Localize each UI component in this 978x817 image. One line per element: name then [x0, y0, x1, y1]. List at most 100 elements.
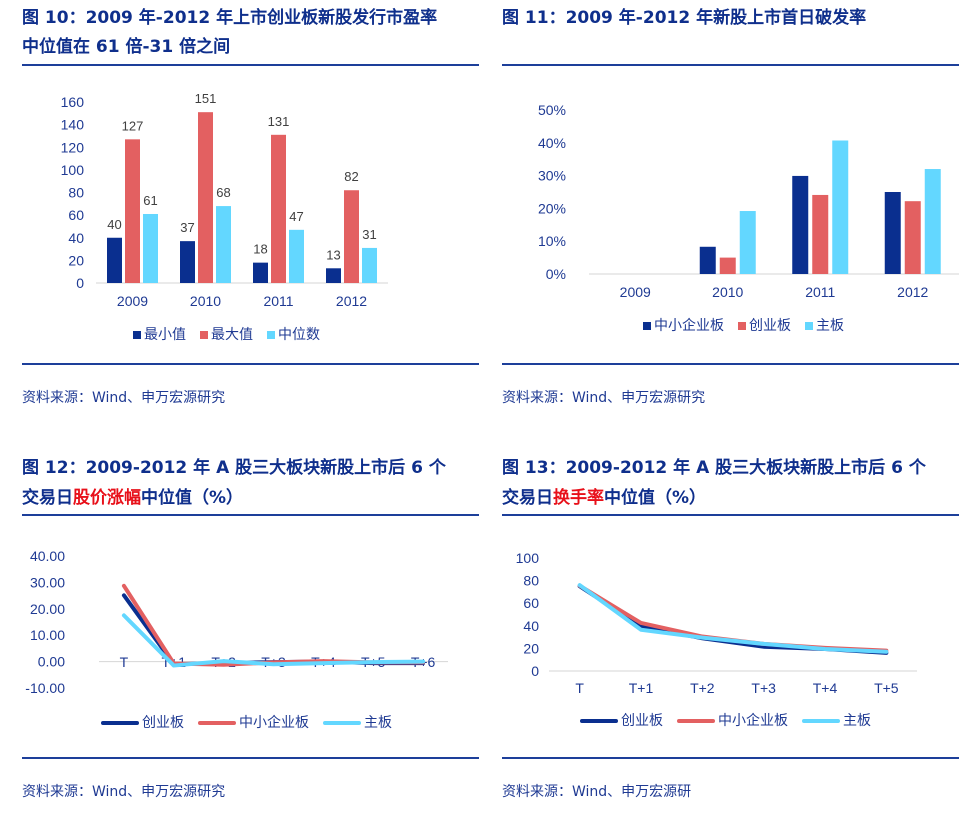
x-tick-label: 2012 — [336, 293, 367, 309]
y-tick-label: 60 — [68, 207, 84, 223]
figure-12-title-highlight: 股价涨幅 — [73, 488, 141, 508]
y-tick-label: 50% — [538, 102, 566, 118]
data-label: 151 — [195, 91, 217, 106]
legend-label: 主板 — [816, 318, 844, 334]
legend-item: 最大值 — [200, 326, 253, 344]
legend-label: 创业板 — [621, 713, 663, 729]
bar-1 — [180, 241, 195, 283]
figure-10-title-line1: 图 10：2009 年-2012 年上市创业板新股发行市盈率 — [22, 8, 438, 28]
x-tick-label: T — [575, 680, 584, 696]
bar-2 — [904, 201, 921, 274]
legend-swatch — [677, 719, 715, 723]
figure-12-source: 资料来源：Wind、申万宏源研究 — [22, 784, 226, 800]
y-tick-label: 80 — [68, 185, 84, 201]
bar-2 — [812, 194, 829, 274]
figure-11-source: 资料来源：Wind、申万宏源研究 — [502, 390, 706, 406]
legend-swatch — [101, 721, 139, 725]
bar-2 — [719, 257, 736, 274]
legend-item: 中小企业板 — [198, 714, 309, 732]
bar-3 — [832, 140, 849, 274]
figure-12-legend: 创业板 中小企业板 主板 — [101, 714, 406, 732]
figure-13-title-highlight: 换手率 — [553, 488, 604, 508]
y-tick-label: 20.00 — [30, 601, 65, 617]
x-tick-label: T+1 — [629, 680, 654, 696]
legend-swatch — [133, 331, 141, 339]
y-tick-label: 20% — [538, 200, 566, 216]
y-tick-label: 30% — [538, 168, 566, 184]
figure-12-title-rule — [22, 514, 479, 516]
y-tick-label: 140 — [61, 117, 85, 133]
series-line-3 — [577, 583, 889, 654]
y-tick-label: 40% — [538, 135, 566, 151]
x-tick-label: 2010 — [712, 284, 743, 300]
y-tick-label: 160 — [61, 94, 85, 110]
figure-11-chart: 0% 10% 20% 30% 40% 50% 2009 2010 2011 2012 — [538, 102, 959, 300]
figure-12-title-pre: 交易日 — [22, 488, 73, 508]
bar-2 — [198, 112, 213, 284]
x-tick-label: 2009 — [620, 284, 651, 300]
figure-10-legend: 最小值 最大值 中位数 — [133, 326, 334, 344]
legend-item: 主板 — [805, 317, 844, 335]
y-tick-label: 100 — [61, 162, 85, 178]
figure-11-title-rule — [502, 64, 959, 66]
figure-13-bottom-rule — [502, 757, 959, 759]
figure-12-title-post: 中位值（%） — [141, 488, 244, 508]
data-label: 13 — [326, 247, 340, 262]
data-label: 37 — [180, 220, 194, 235]
figure-12-bottom-rule — [22, 757, 479, 759]
figure-10-title-rule — [22, 64, 479, 66]
legend-item: 中小企业板 — [643, 317, 724, 335]
data-label: 131 — [268, 114, 290, 129]
legend-swatch — [805, 322, 813, 330]
legend-label: 中小企业板 — [654, 318, 724, 334]
y-tick-label: 10.00 — [30, 627, 65, 643]
y-tick-label: 30.00 — [30, 574, 65, 590]
figure-13-title-post: 中位值（%） — [604, 488, 707, 508]
legend-swatch — [267, 331, 275, 339]
legend-label: 中小企业板 — [239, 715, 309, 731]
legend-swatch — [643, 322, 651, 330]
bar-1 — [699, 246, 716, 274]
x-tick-label: T+5 — [874, 680, 899, 696]
legend-item: 创业板 — [101, 714, 184, 732]
bar-3 — [739, 211, 756, 274]
figure-12-title-line1: 图 12：2009-2012 年 A 股三大板块新股上市后 6 个 — [22, 458, 446, 478]
data-label: 18 — [253, 242, 267, 257]
y-tick-label: 80 — [523, 573, 539, 589]
figure-10-title-line2: 中位值在 61 倍-31 倍之间 — [22, 37, 231, 57]
legend-label: 主板 — [364, 715, 392, 731]
bar-3 — [924, 169, 941, 274]
y-tick-label: 120 — [61, 139, 85, 155]
legend-label: 创业板 — [749, 318, 791, 334]
legend-item: 主板 — [802, 712, 871, 730]
x-tick-label: T+2 — [690, 680, 715, 696]
bar-3 — [362, 247, 377, 283]
legend-label: 主板 — [843, 713, 871, 729]
figure-13-title-line1: 图 13：2009-2012 年 A 股三大板块新股上市后 6 个 — [502, 458, 926, 478]
legend-item: 中位数 — [267, 326, 320, 344]
figure-10-source: 资料来源：Wind、申万宏源研究 — [22, 390, 226, 406]
legend-swatch — [200, 331, 208, 339]
legend-swatch — [802, 719, 840, 723]
bar-1 — [326, 268, 341, 283]
y-tick-label: 0 — [531, 663, 539, 679]
data-label: 47 — [289, 209, 303, 224]
y-tick-label: 10% — [538, 233, 566, 249]
legend-item: 最小值 — [133, 326, 186, 344]
bar-2 — [271, 134, 286, 283]
x-tick-label: 2012 — [897, 284, 928, 300]
bar-2 — [344, 190, 359, 283]
legend-label: 中小企业板 — [718, 713, 788, 729]
legend-swatch — [323, 721, 361, 725]
x-tick-label: 2011 — [263, 293, 293, 309]
x-tick-label: 2011 — [805, 284, 835, 300]
figure-10-chart: 0 20 40 60 80 100 120 140 160 2009 2010 2011 2012 40 1… — [61, 91, 388, 309]
figure-13-title-pre: 交易日 — [502, 488, 553, 508]
bar-2 — [125, 139, 140, 283]
figure-11-legend: 中小企业板 创业板 主板 — [643, 317, 858, 335]
data-label: 127 — [122, 118, 144, 133]
data-label: 61 — [143, 193, 157, 208]
y-tick-label: 40 — [523, 618, 539, 634]
